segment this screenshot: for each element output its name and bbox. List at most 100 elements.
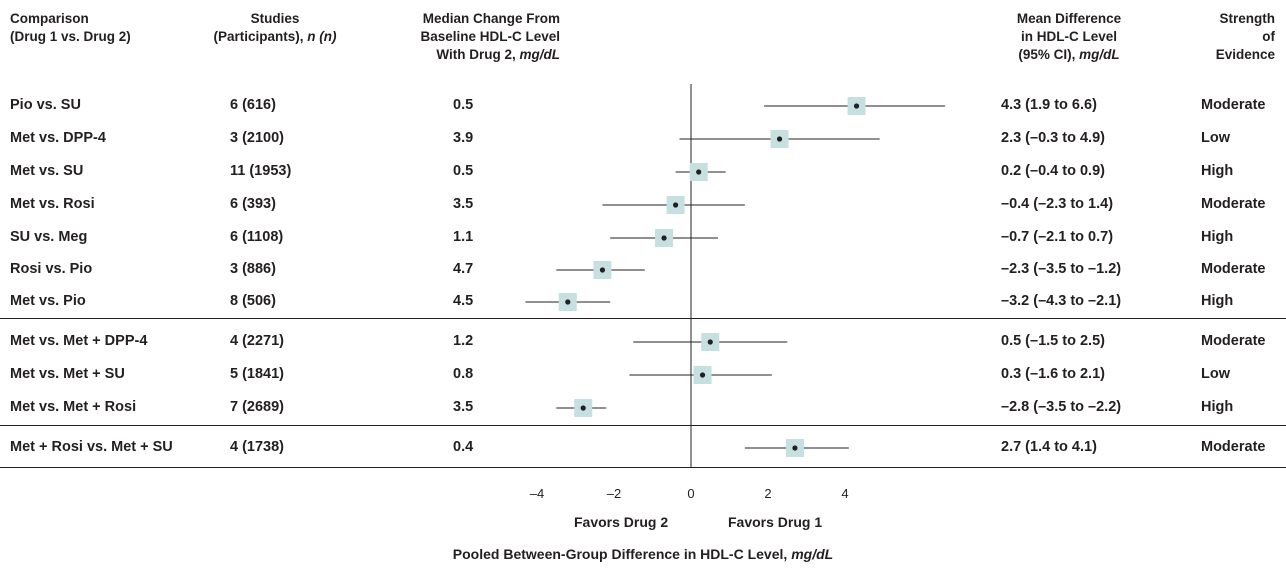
mean-difference-cell: –0.4 (–2.3 to 1.4) <box>1001 196 1114 212</box>
studies-cell: 11 (1953) <box>230 163 292 179</box>
median-change-cell: 0.5 <box>453 163 474 179</box>
table-row: Met + Rosi vs. Met + SU 4 (1738) 0.4 2.7 (1… <box>0 437 1286 459</box>
table-row: SU vs. Meg 6 (1108) 1.1 –0.7 (–2.1 to 0.7) H… <box>0 227 1286 249</box>
studies-cell: 5 (1841) <box>230 366 285 382</box>
point-estimate <box>673 202 679 208</box>
table-row: Met vs. DPP-4 3 (2100) 3.9 2.3 (–0.3 to 4.9… <box>0 128 1286 150</box>
mean-difference-cell: –0.7 (–2.1 to 0.7) <box>1001 229 1114 245</box>
median-change-cell: 4.5 <box>453 293 474 309</box>
x-tick-label: 0 <box>687 486 694 501</box>
studies-cell: 6 (616) <box>230 97 276 113</box>
strength-of-evidence-cell: Low <box>1201 130 1230 146</box>
header-comparison-line1: Comparison <box>10 11 89 26</box>
studies-cell: 4 (2271) <box>230 333 285 349</box>
studies-cell: 3 (886) <box>230 261 276 277</box>
mean-difference-cell: –2.8 (–3.5 to –2.2) <box>1001 399 1122 415</box>
x-tick-label: 2 <box>764 486 771 501</box>
table-row: Met vs. Met + Rosi 7 (2689) 3.5 –2.8 (–3.5 … <box>0 397 1286 419</box>
median-change-cell: 4.7 <box>453 261 474 277</box>
header-comparison-line2: (Drug 1 vs. Drug 2) <box>10 29 131 44</box>
table-row: Pio vs. SU 6 (616) 0.5 4.3 (1.9 to 6.6) Mode… <box>0 95 1286 117</box>
x-tick-label: –4 <box>530 486 544 501</box>
studies-cell: 3 (2100) <box>230 130 285 146</box>
header-mean-line3: (95% CI), mg/dL <box>1018 47 1120 62</box>
header-strength-line1: Strength <box>1219 11 1276 26</box>
strength-of-evidence-cell: Moderate <box>1201 196 1266 212</box>
table-row: Met vs. Met + SU 5 (1841) 0.8 0.3 (–1.6 to … <box>0 364 1286 386</box>
mean-difference-cell: –2.3 (–3.5 to –1.2) <box>1001 261 1122 277</box>
comparison-cell: Met vs. Pio <box>10 293 86 309</box>
point-estimate <box>776 136 783 142</box>
group-divider <box>0 425 1286 426</box>
median-change-cell: 1.1 <box>453 229 474 245</box>
comparison-cell: Met vs. SU <box>10 163 84 179</box>
strength-of-evidence-cell: High <box>1201 293 1234 309</box>
point-estimate <box>792 445 798 451</box>
comparison-cell: Pio vs. SU <box>10 97 81 113</box>
comparison-cell: Met vs. Met + DPP-4 <box>10 333 148 349</box>
strength-of-evidence-cell: High <box>1201 399 1234 415</box>
point-estimate <box>661 235 667 241</box>
header-median-line1: Median Change From <box>422 11 560 26</box>
median-change-cell: 3.9 <box>453 130 474 146</box>
mean-difference-cell: –3.2 (–4.3 to –2.1) <box>1001 293 1122 309</box>
x-tick-label: 4 <box>841 486 848 501</box>
header-mean-line2: in HDL-C Level <box>1020 29 1117 44</box>
table-row: Met vs. Met + DPP-4 4 (2271) 1.2 0.5 (–1.5 … <box>0 331 1286 353</box>
strength-of-evidence-cell: Moderate <box>1201 261 1266 277</box>
table-row: Met vs. Pio 8 (506) 4.5 –3.2 (–4.3 to –2.1)… <box>0 291 1286 313</box>
group-divider <box>0 318 1286 319</box>
x-axis-title: Pooled Between-Group Difference in HDL-C… <box>452 546 834 562</box>
header-strength-line3: Evidence <box>1215 47 1275 62</box>
table-bottom-rule <box>0 467 1286 468</box>
mean-difference-cell: 0.3 (–1.6 to 2.1) <box>1001 366 1105 382</box>
median-change-cell: 0.8 <box>453 366 474 382</box>
studies-cell: 6 (393) <box>230 196 276 212</box>
point-estimate <box>853 103 860 109</box>
comparison-cell: SU vs. Meg <box>10 229 88 245</box>
strength-of-evidence-cell: Moderate <box>1201 97 1266 113</box>
mean-difference-cell: 2.7 (1.4 to 4.1) <box>1001 439 1097 455</box>
strength-of-evidence-cell: Moderate <box>1201 333 1266 349</box>
studies-cell: 7 (2689) <box>230 399 285 415</box>
studies-cell: 8 (506) <box>230 293 276 309</box>
mean-difference-cell: 2.3 (–0.3 to 4.9) <box>1001 130 1105 146</box>
favors-drug-1-label: Favors Drug 1 <box>728 514 823 530</box>
table-row: Met vs. SU 11 (1953) 0.5 0.2 (–0.4 to 0.9) H… <box>0 161 1286 183</box>
header-studies: Studies (Participants), n (n) <box>190 10 360 46</box>
median-change-cell: 3.5 <box>453 196 474 212</box>
strength-of-evidence-cell: Low <box>1201 366 1230 382</box>
mean-difference-cell: 0.5 (–1.5 to 2.5) <box>1001 333 1105 349</box>
header-median-line2: Baseline HDL-C Level <box>420 29 560 44</box>
point-estimate <box>599 267 606 273</box>
comparison-cell: Met vs. Met + Rosi <box>10 399 137 415</box>
strength-of-evidence-cell: High <box>1201 229 1234 245</box>
comparison-cell: Rosi vs. Pio <box>10 261 93 277</box>
studies-cell: 6 (1108) <box>230 229 284 245</box>
header-studies-line2: (Participants), n (n) <box>213 29 337 44</box>
studies-cell: 4 (1738) <box>230 439 285 455</box>
header-median-line3: With Drug 2, mg/dL <box>436 47 560 62</box>
point-estimate <box>565 299 571 305</box>
header-comparison: Comparison (Drug 1 vs. Drug 2) <box>10 10 131 46</box>
header-median: Median Change From Baseline HDL-C Level … <box>385 10 560 64</box>
header-strength: Strength of Evidence <box>1195 10 1275 64</box>
point-estimate <box>580 405 586 411</box>
comparison-cell: Met vs. Rosi <box>10 196 95 212</box>
median-change-cell: 3.5 <box>453 399 474 415</box>
strength-of-evidence-cell: Moderate <box>1201 439 1266 455</box>
comparison-cell: Met vs. DPP-4 <box>10 130 106 146</box>
header-mean-difference: Mean Difference in HDL-C Level (95% CI),… <box>985 10 1153 64</box>
comparison-cell: Met + Rosi vs. Met + SU <box>10 439 173 455</box>
table-row: Met vs. Rosi 6 (393) 3.5 –0.4 (–2.3 to 1.4)… <box>0 194 1286 216</box>
point-estimate <box>696 169 702 175</box>
point-estimate <box>707 339 713 345</box>
header-strength-line2: of <box>1262 29 1275 44</box>
x-tick-label: –2 <box>607 486 621 501</box>
header-studies-line1: Studies <box>250 11 300 26</box>
mean-difference-cell: 0.2 (–0.4 to 0.9) <box>1001 163 1105 179</box>
point-estimate <box>699 372 706 378</box>
median-change-cell: 0.5 <box>453 97 474 113</box>
